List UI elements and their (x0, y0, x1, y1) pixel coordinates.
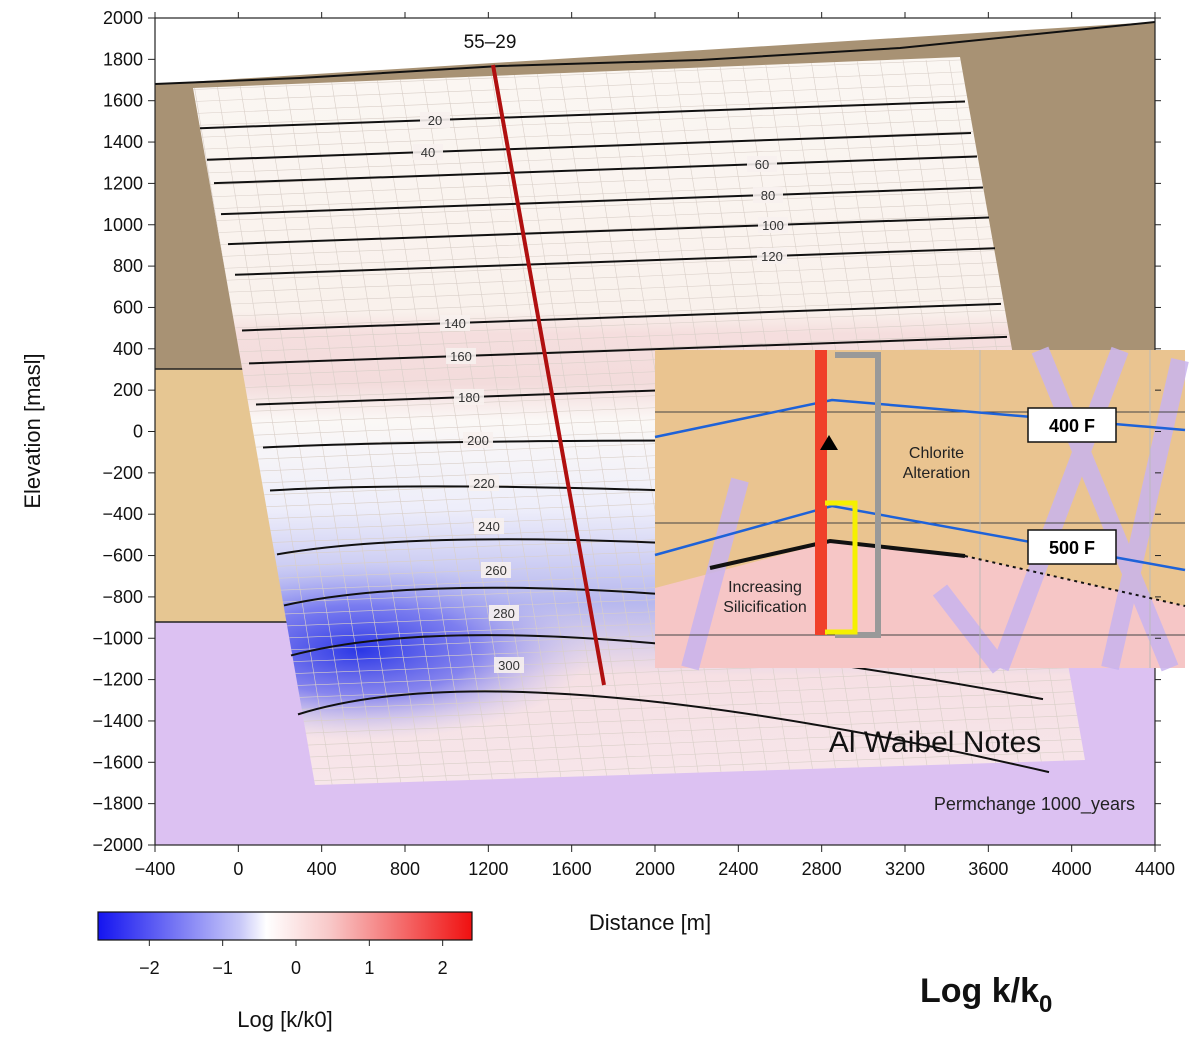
y-tick-label: 400 (113, 339, 143, 359)
y-tick-label: 0 (133, 422, 143, 442)
inset: 400 F 500 F Chlorite Alteration Increasi… (655, 350, 1185, 668)
x-tick-label: 2800 (802, 859, 842, 879)
inset-label: 400 F (1049, 416, 1095, 436)
x-tick-label: −400 (135, 859, 176, 879)
colorbar: Log [k/k0] −2 −1 0 1 2 (98, 912, 472, 1032)
contour-label: 180 (458, 390, 480, 405)
contour-label: 300 (498, 658, 520, 673)
y-tick-label: −400 (102, 504, 143, 524)
colorbar-tick-label: −2 (139, 958, 160, 978)
y-tick-label: −2000 (92, 835, 143, 855)
contour-label: 40 (421, 145, 435, 160)
inset-label: 500 F (1049, 538, 1095, 558)
x-tick-label: 3600 (968, 859, 1008, 879)
x-tick-label: 1200 (468, 859, 508, 879)
contour-label: 220 (473, 476, 495, 491)
colorbar-tick-label: 0 (291, 958, 301, 978)
x-tick-label: 0 (233, 859, 243, 879)
inset-note-text: Chlorite Alteration (884, 444, 989, 484)
x-tick-label: 400 (307, 859, 337, 879)
y-tick-label: −800 (102, 587, 143, 607)
well-label: 55–29 (464, 32, 517, 53)
x-axis-label: Distance [m] (589, 910, 711, 935)
y-tick-label: 1800 (103, 49, 143, 69)
contour-label: 240 (478, 519, 500, 534)
x-tick-label: 2000 (635, 859, 675, 879)
figure: 2040608010012014016018020022024026028030… (0, 0, 1201, 1035)
y-tick-label: 800 (113, 256, 143, 276)
y-tick-label: −1600 (92, 752, 143, 772)
contour-label: 140 (444, 316, 466, 331)
colorbar-tick-label: 2 (438, 958, 448, 978)
y-tick-label: 1600 (103, 91, 143, 111)
big-label-sub: 0 (1039, 991, 1052, 1018)
contour-label: 60 (755, 157, 769, 172)
y-tick-label: 2000 (103, 8, 143, 28)
x-tick-label: 4000 (1052, 859, 1092, 879)
colorbar-label: Log [k/k0] (237, 1007, 332, 1032)
y-tick-label: −200 (102, 463, 143, 483)
y-tick-label: −1000 (92, 628, 143, 648)
y-tick-label: −600 (102, 546, 143, 566)
contour-label: 160 (450, 349, 472, 364)
notes: Al Waibel Notes (829, 726, 1041, 759)
annotation: Permchange 1000_years (934, 794, 1135, 815)
y-tick-label: 1400 (103, 132, 143, 152)
y-tick-label: −1200 (92, 670, 143, 690)
colorbar-tick-label: 1 (364, 958, 374, 978)
y-tick-label: −1800 (92, 794, 143, 814)
y-tick-label: −1400 (92, 711, 143, 731)
x-tick-label: 2400 (718, 859, 758, 879)
y-tick-label: 200 (113, 380, 143, 400)
contour-label: 20 (428, 113, 442, 128)
x-tick-label: 4400 (1135, 859, 1175, 879)
colorbar-ramp (98, 912, 472, 940)
contour-label: 280 (493, 606, 515, 621)
inset-note-text: Increasing Silicification (700, 578, 830, 618)
x-tick-label: 1600 (552, 859, 592, 879)
contour-label: 200 (467, 433, 489, 448)
big-label-text: Log k/k (920, 972, 1039, 1010)
contour-label: 80 (761, 188, 775, 203)
y-tick-label: 1000 (103, 215, 143, 235)
contour-label: 120 (761, 249, 783, 264)
colorbar-tick-label: −1 (212, 958, 233, 978)
contour-label: 100 (762, 218, 784, 233)
inset-note: Increasing Silicification (700, 578, 830, 628)
big-label: Log k/k0 (920, 972, 1052, 1018)
y-axis-label: Elevation [masl] (20, 353, 45, 508)
contour-label: 260 (485, 563, 507, 578)
x-tick-label: 3200 (885, 859, 925, 879)
y-tick-label: 1200 (103, 173, 143, 193)
x-tick-label: 800 (390, 859, 420, 879)
inset-note: Chlorite Alteration (884, 444, 989, 494)
y-tick-label: 600 (113, 297, 143, 317)
